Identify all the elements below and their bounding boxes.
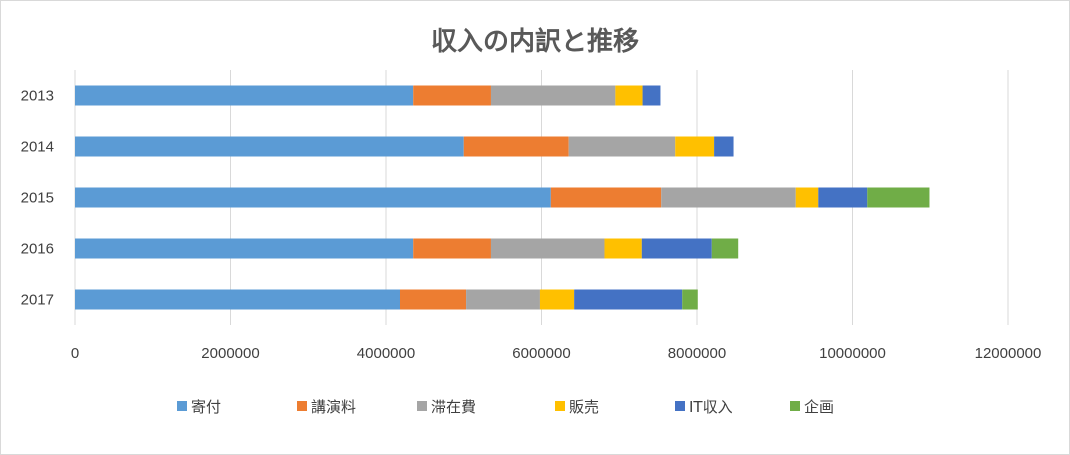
- bar-segment: [714, 136, 734, 157]
- bar-segment: [75, 238, 414, 259]
- legend-label: 企画: [804, 398, 834, 416]
- legend: 寄付 講演料 滞在費 販売 IT収入 企画: [177, 398, 834, 416]
- x-tick-label: 2000000: [201, 345, 259, 362]
- bar-segment: [675, 136, 715, 157]
- bar-segment: [75, 136, 464, 157]
- y-tick-label: 2015: [21, 190, 54, 207]
- x-axis-tick-labels: 0 2000000 4000000 6000000 8000000 10000000 120…: [71, 345, 1042, 362]
- bar-segment: [867, 187, 930, 208]
- y-tick-label: 2013: [21, 88, 54, 105]
- x-tick-label: 12000000: [975, 345, 1042, 362]
- bar-segment: [661, 187, 796, 208]
- legend-swatch: [177, 401, 187, 411]
- legend-label: IT収入: [689, 398, 733, 416]
- bar-segment: [490, 238, 605, 259]
- bar-segment: [568, 136, 676, 157]
- bar-segment: [615, 85, 643, 106]
- bar-segment: [604, 238, 642, 259]
- bar-segment: [399, 289, 467, 310]
- x-tick-label: 4000000: [357, 345, 415, 362]
- legend-swatch: [555, 401, 565, 411]
- bars: [75, 85, 930, 310]
- y-axis-tick-labels: 2013 2014 2015 2016 2017: [21, 88, 54, 309]
- bar-segment: [818, 187, 868, 208]
- bar-segment: [642, 85, 661, 106]
- legend-label: 寄付: [191, 398, 221, 416]
- bar-segment: [75, 85, 414, 106]
- x-tick-label: 8000000: [668, 345, 726, 362]
- bar-segment: [490, 85, 616, 106]
- bar-segment: [466, 289, 540, 310]
- bar-segment: [75, 289, 400, 310]
- y-tick-label: 2017: [21, 292, 54, 309]
- bar-segment: [75, 187, 551, 208]
- legend-label: 講演料: [311, 398, 356, 416]
- legend-swatch: [297, 401, 307, 411]
- legend-swatch: [417, 401, 427, 411]
- y-tick-label: 2016: [21, 241, 54, 258]
- x-tick-label: 6000000: [512, 345, 570, 362]
- legend-label: 販売: [569, 398, 599, 416]
- legend-label: 滞在費: [431, 398, 476, 416]
- bar-segment: [795, 187, 819, 208]
- bar-segment: [550, 187, 662, 208]
- x-tick-label: 0: [71, 345, 79, 362]
- x-tick-label: 10000000: [819, 345, 886, 362]
- chart-title: 収入の内訳と推移: [431, 26, 639, 57]
- bar-segment: [682, 289, 698, 310]
- legend-swatch: [790, 401, 800, 411]
- bar-segment: [641, 238, 712, 259]
- bar-segment: [413, 238, 491, 259]
- bar-segment: [574, 289, 683, 310]
- bar-segment: [711, 238, 739, 259]
- bar-segment: [539, 289, 575, 310]
- bar-segment: [413, 85, 491, 106]
- bar-segment: [463, 136, 569, 157]
- y-tick-label: 2014: [21, 139, 54, 156]
- legend-swatch: [675, 401, 685, 411]
